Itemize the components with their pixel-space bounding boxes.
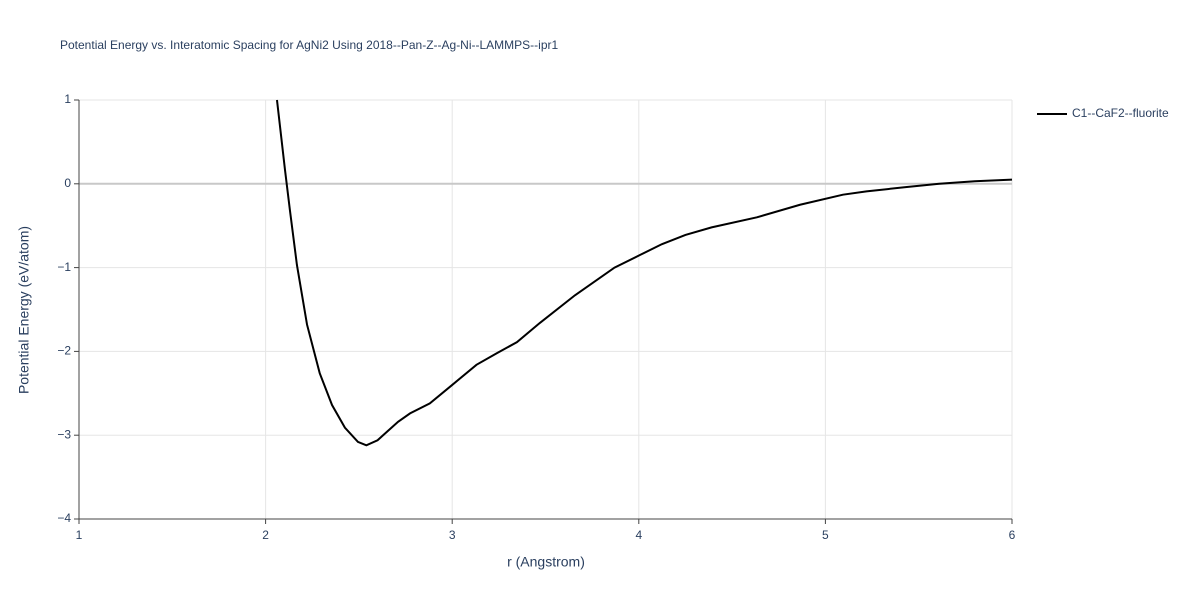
- x-tick-label: 1: [76, 528, 83, 542]
- y-tick-label: −4: [57, 511, 71, 525]
- y-tick-label: −2: [57, 344, 71, 358]
- x-tick-label: 6: [1009, 528, 1016, 542]
- data-line: [275, 99, 1013, 447]
- x-tick-label: 2: [262, 528, 269, 542]
- legend-label: C1--CaF2--fluorite: [1072, 106, 1169, 120]
- y-tick-label: −1: [57, 260, 71, 274]
- chart-title: Potential Energy vs. Interatomic Spacing…: [60, 38, 559, 52]
- y-tick-label: 0: [64, 176, 71, 190]
- y-axis-label: Potential Energy (eV/atom): [16, 226, 32, 394]
- x-axis-label: r (Angstrom): [507, 554, 585, 570]
- x-tick-label: 5: [822, 528, 829, 542]
- y-tick-label: −3: [57, 427, 71, 441]
- x-tick-label: 4: [635, 528, 642, 542]
- y-tick-label: 1: [64, 92, 71, 106]
- x-tick-label: 3: [449, 528, 456, 542]
